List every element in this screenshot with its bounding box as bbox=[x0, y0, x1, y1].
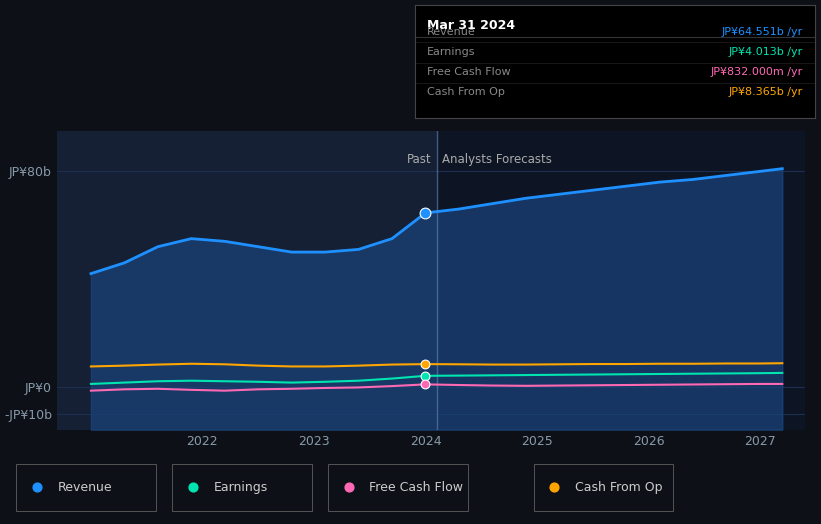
Text: Earnings: Earnings bbox=[427, 47, 475, 57]
Point bbox=[342, 483, 355, 492]
Point bbox=[30, 483, 44, 492]
Text: Earnings: Earnings bbox=[213, 481, 268, 494]
Point bbox=[186, 483, 200, 492]
Text: JP¥64.551b /yr: JP¥64.551b /yr bbox=[722, 27, 803, 37]
Point bbox=[419, 372, 432, 380]
Text: JP¥4.013b /yr: JP¥4.013b /yr bbox=[729, 47, 803, 57]
Text: Revenue: Revenue bbox=[427, 27, 475, 37]
Point bbox=[419, 380, 432, 389]
Bar bbox=[57, 131, 437, 430]
Text: Mar 31 2024: Mar 31 2024 bbox=[427, 19, 515, 32]
Text: Cash From Op: Cash From Op bbox=[427, 88, 504, 97]
Text: Analysts Forecasts: Analysts Forecasts bbox=[443, 152, 552, 166]
Text: Past: Past bbox=[406, 152, 431, 166]
Point bbox=[419, 209, 432, 217]
Text: JP¥8.365b /yr: JP¥8.365b /yr bbox=[729, 88, 803, 97]
Point bbox=[419, 360, 432, 368]
Text: Revenue: Revenue bbox=[57, 481, 112, 494]
Text: Cash From Op: Cash From Op bbox=[575, 481, 663, 494]
Text: Free Cash Flow: Free Cash Flow bbox=[427, 67, 510, 77]
Text: Free Cash Flow: Free Cash Flow bbox=[369, 481, 463, 494]
Point bbox=[548, 483, 561, 492]
Bar bbox=[437, 131, 805, 430]
Text: JP¥832.000m /yr: JP¥832.000m /yr bbox=[711, 67, 803, 77]
